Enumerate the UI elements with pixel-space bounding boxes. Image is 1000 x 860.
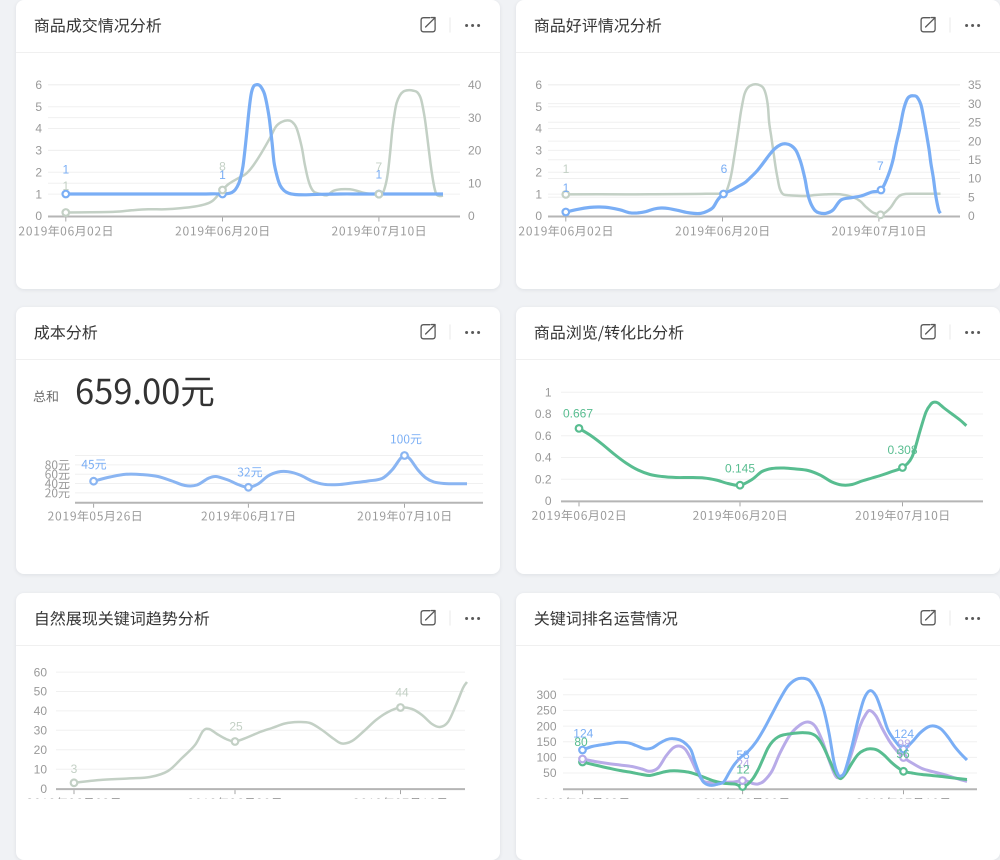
svg-text:15: 15 xyxy=(968,153,982,167)
svg-text:100: 100 xyxy=(536,751,556,765)
svg-text:40: 40 xyxy=(468,78,482,92)
svg-text:56: 56 xyxy=(896,747,910,761)
svg-text:6: 6 xyxy=(35,78,42,92)
svg-text:98: 98 xyxy=(897,737,911,751)
svg-text:8: 8 xyxy=(219,160,226,174)
svg-text:2: 2 xyxy=(35,166,42,180)
svg-text:0: 0 xyxy=(35,209,42,223)
svg-text:300: 300 xyxy=(536,688,556,702)
svg-text:1: 1 xyxy=(545,386,552,400)
svg-text:5: 5 xyxy=(968,191,975,205)
svg-text:25: 25 xyxy=(968,116,982,130)
svg-text:4: 4 xyxy=(35,122,42,136)
svg-text:150: 150 xyxy=(536,735,556,749)
svg-text:30: 30 xyxy=(34,724,48,738)
svg-text:0.308: 0.308 xyxy=(887,443,917,457)
svg-text:0.4: 0.4 xyxy=(535,451,552,465)
svg-text:3: 3 xyxy=(71,762,78,776)
svg-text:35: 35 xyxy=(968,78,982,92)
svg-text:0.8: 0.8 xyxy=(535,407,552,421)
svg-text:1: 1 xyxy=(535,187,542,201)
svg-text:10: 10 xyxy=(34,762,48,776)
svg-text:24: 24 xyxy=(736,757,750,771)
svg-text:5: 5 xyxy=(35,100,42,114)
svg-text:0: 0 xyxy=(40,782,47,796)
svg-text:10: 10 xyxy=(968,172,982,186)
svg-text:0: 0 xyxy=(535,209,542,223)
svg-text:58: 58 xyxy=(736,748,750,762)
svg-text:124: 124 xyxy=(573,727,593,741)
svg-text:1: 1 xyxy=(35,187,42,201)
svg-text:60: 60 xyxy=(34,665,48,679)
svg-text:5: 5 xyxy=(535,100,542,114)
svg-text:200: 200 xyxy=(536,719,556,733)
svg-text:44: 44 xyxy=(395,686,409,700)
svg-text:50: 50 xyxy=(34,685,48,699)
svg-text:4: 4 xyxy=(535,122,542,136)
svg-text:1: 1 xyxy=(62,163,69,177)
svg-text:3: 3 xyxy=(35,144,42,158)
svg-text:1: 1 xyxy=(62,179,69,193)
svg-text:0: 0 xyxy=(468,209,475,223)
svg-text:3: 3 xyxy=(535,144,542,158)
svg-text:124: 124 xyxy=(894,727,914,741)
svg-text:0.2: 0.2 xyxy=(535,472,552,486)
svg-text:0.145: 0.145 xyxy=(725,462,755,476)
svg-text:80: 80 xyxy=(574,735,588,749)
svg-text:1: 1 xyxy=(219,168,226,182)
svg-text:50: 50 xyxy=(543,766,557,780)
svg-text:7: 7 xyxy=(877,159,884,173)
svg-text:250: 250 xyxy=(536,704,556,718)
svg-text:0: 0 xyxy=(968,209,975,223)
svg-text:20: 20 xyxy=(468,144,482,158)
svg-text:0: 0 xyxy=(545,494,552,508)
svg-text:7: 7 xyxy=(376,160,383,174)
svg-text:2: 2 xyxy=(535,166,542,180)
svg-text:25: 25 xyxy=(229,720,243,734)
svg-text:30: 30 xyxy=(468,111,482,125)
svg-text:1: 1 xyxy=(563,162,570,176)
svg-text:20: 20 xyxy=(968,134,982,148)
svg-text:20: 20 xyxy=(34,743,48,757)
svg-text:12: 12 xyxy=(736,763,750,777)
svg-text:30: 30 xyxy=(968,97,982,111)
svg-text:10: 10 xyxy=(468,176,482,190)
svg-text:0.6: 0.6 xyxy=(535,429,552,443)
svg-text:6: 6 xyxy=(535,78,542,92)
svg-text:6: 6 xyxy=(721,162,728,176)
svg-text:1: 1 xyxy=(563,181,570,195)
svg-text:0.667: 0.667 xyxy=(563,406,593,420)
svg-text:40: 40 xyxy=(34,704,48,718)
svg-text:1: 1 xyxy=(376,168,383,182)
